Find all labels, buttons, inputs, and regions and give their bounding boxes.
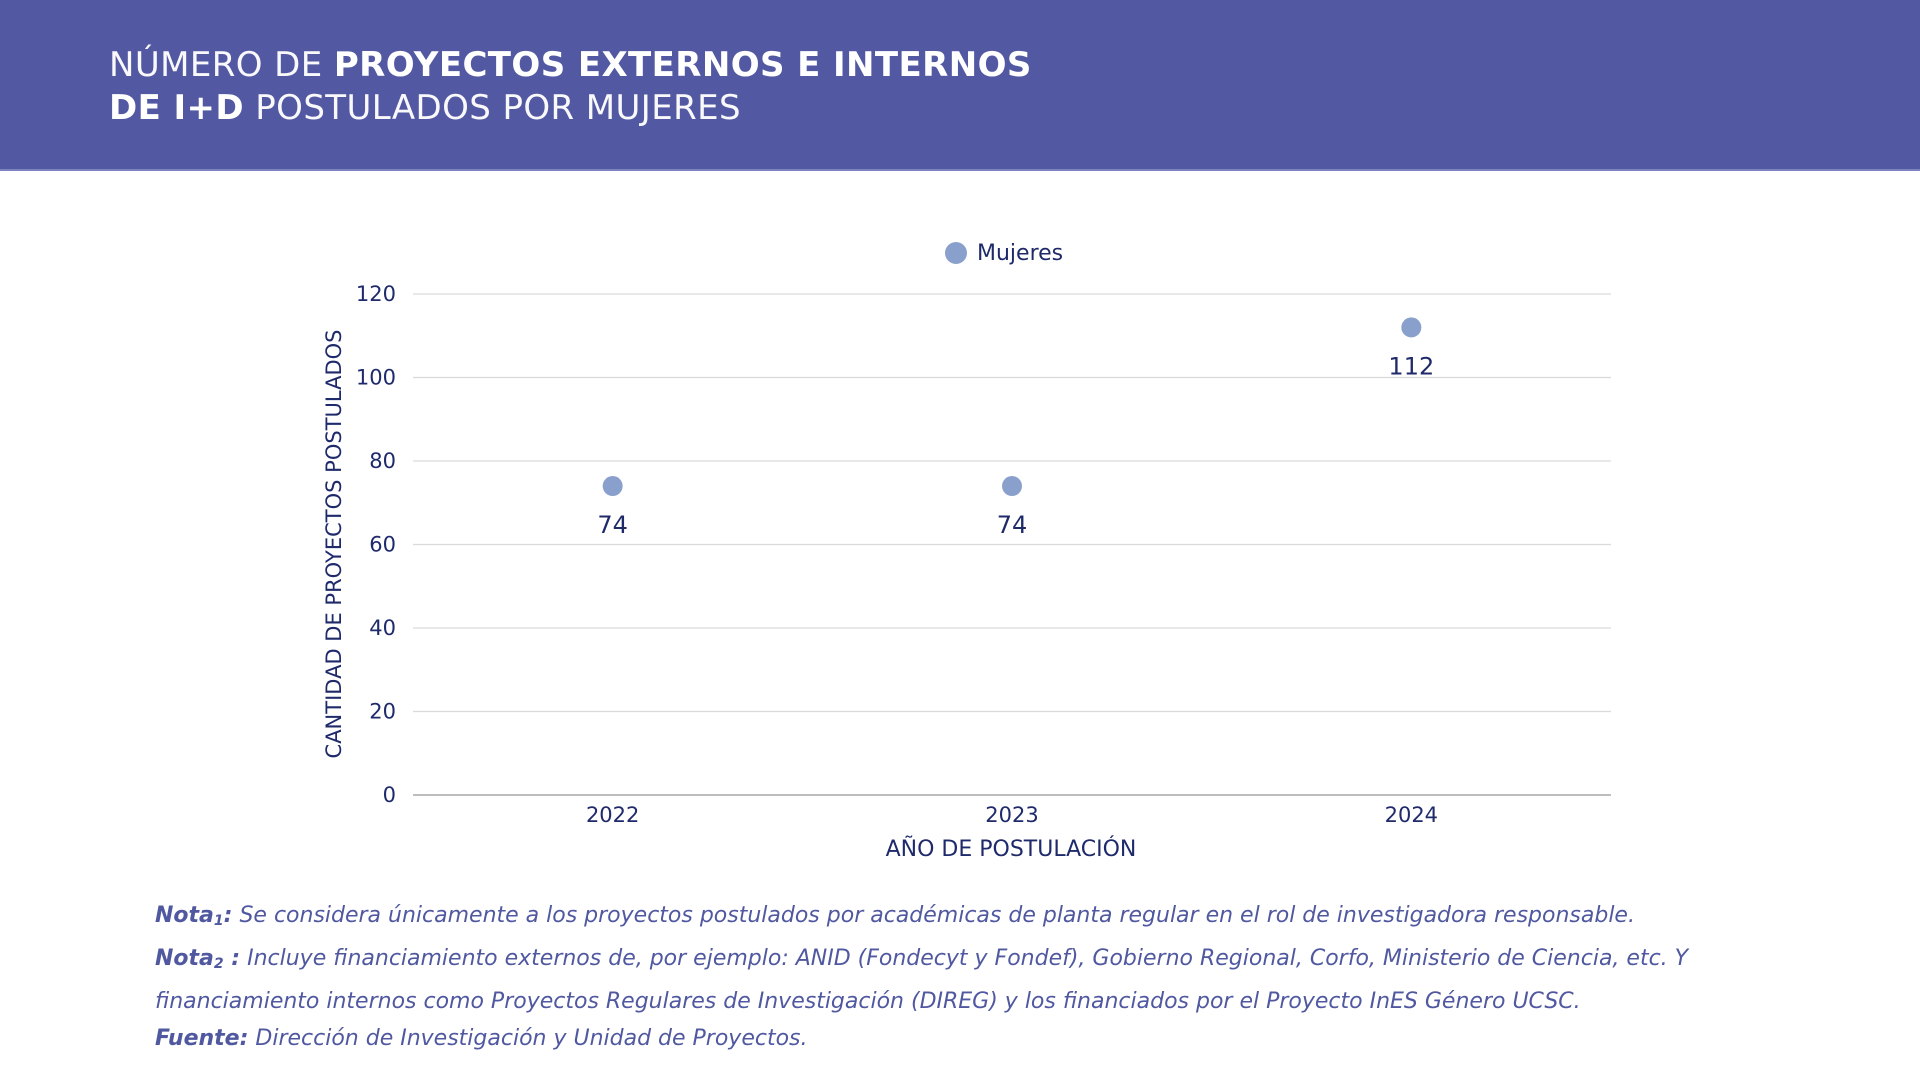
- chart-notes: Nota1: Se considera únicamente a los pro…: [155, 897, 1805, 1057]
- note-2: Nota2 : Incluye financiamiento externos …: [155, 940, 1805, 983]
- data-label: 74: [997, 511, 1028, 539]
- legend-label-mujeres: Mujeres: [977, 241, 1063, 266]
- note-2-text: Incluye financiamiento externos de, por …: [240, 946, 1689, 971]
- y-tick-label: 80: [369, 449, 396, 473]
- chart-legend: Mujeres: [945, 241, 1063, 266]
- y-tick-label: 0: [383, 783, 396, 807]
- x-tick-label: 2024: [1385, 803, 1438, 827]
- note-2-colon: :: [223, 946, 241, 971]
- y-tick-label: 20: [369, 700, 396, 724]
- data-point: [602, 476, 623, 497]
- title-line2-bold: DE I+D: [109, 88, 245, 128]
- data-point: [1002, 476, 1022, 497]
- data-points: [602, 317, 1422, 497]
- y-tick-label: 40: [369, 616, 396, 640]
- note-1-colon: :: [223, 903, 233, 928]
- y-tick-label: 60: [369, 533, 396, 557]
- note-2-label: Nota: [155, 946, 214, 971]
- y-axis-title: CANTIDAD DE PROYECTOS POSTULADOS: [322, 330, 346, 759]
- note-1: Nota1: Se considera únicamente a los pro…: [155, 897, 1805, 940]
- note-2-continuation: financiamiento internos como Proyectos R…: [155, 989, 1581, 1014]
- y-tick-label: 100: [356, 366, 396, 390]
- page-title: NÚMERO DE PROYECTOS EXTERNOS E INTERNOS …: [109, 44, 1032, 130]
- data-point: [1401, 317, 1422, 338]
- title-line2-light: POSTULADOS POR MUJERES: [244, 88, 741, 128]
- legend-marker-mujeres: [945, 242, 967, 264]
- header-banner: NÚMERO DE PROYECTOS EXTERNOS E INTERNOS …: [0, 0, 1920, 171]
- y-axis-ticks: 0 20 40 60 80 100 120: [356, 282, 396, 807]
- data-label: 112: [1388, 352, 1434, 380]
- source-note: Fuente: Dirección de Investigación y Uni…: [155, 1020, 1805, 1057]
- title-line1-bold: PROYECTOS EXTERNOS E INTERNOS: [333, 45, 1032, 85]
- source-label: Fuente:: [155, 1026, 249, 1051]
- data-label: 74: [597, 511, 628, 539]
- note-2-subscript: 2: [213, 956, 224, 972]
- y-tick-label: 120: [356, 282, 396, 306]
- note-1-subscript: 1: [213, 913, 224, 929]
- source-text: Dirección de Investigación y Unidad de P…: [248, 1026, 808, 1051]
- x-tick-label: 2022: [586, 803, 639, 827]
- data-labels: 74 74 112: [597, 352, 1434, 539]
- note-1-label: Nota: [155, 903, 214, 928]
- note-1-text: Se considera únicamente a los proyectos …: [232, 903, 1635, 928]
- x-axis-title: AÑO DE POSTULACIÓN: [886, 835, 1137, 862]
- title-line1-light: NÚMERO DE: [109, 45, 334, 85]
- gridlines: [413, 293, 1611, 796]
- x-axis-ticks: 2022 2023 2024: [586, 803, 1438, 827]
- x-tick-label: 2023: [985, 803, 1038, 827]
